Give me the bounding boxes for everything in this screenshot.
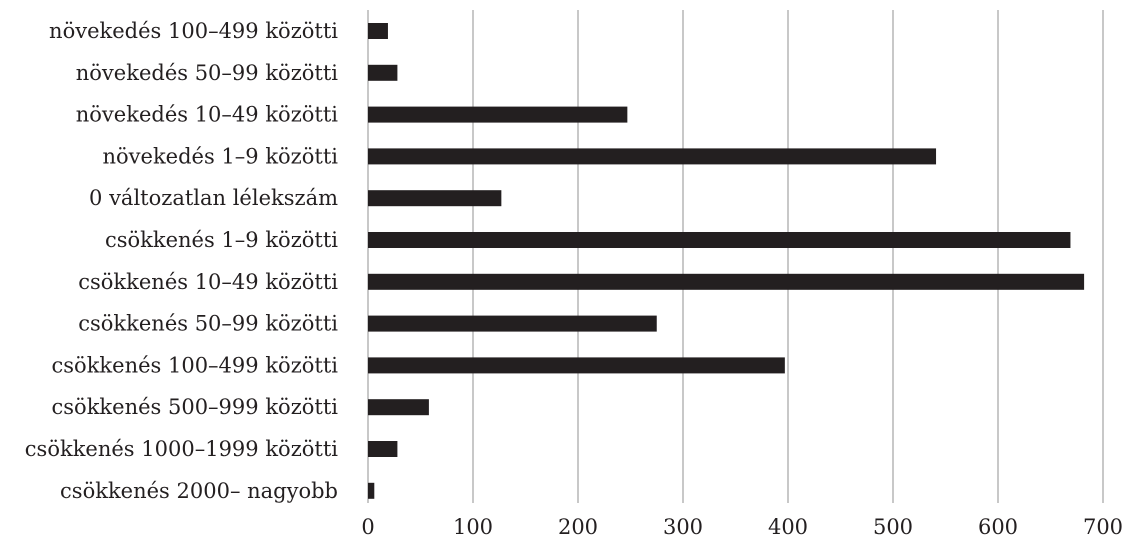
category-label: csökkenés 1–9 közötti xyxy=(105,228,338,252)
category-label: növekedés 10–49 közötti xyxy=(76,103,339,127)
bars xyxy=(368,23,1085,499)
x-tick-label: 0 xyxy=(361,515,374,539)
bar xyxy=(368,482,375,499)
x-tick-label: 200 xyxy=(558,515,598,539)
bar xyxy=(368,64,398,81)
category-label: csökkenés 50–99 közötti xyxy=(78,312,338,336)
category-label: csökkenés 1000–1999 közötti xyxy=(25,437,338,461)
x-tick-label: 300 xyxy=(663,515,703,539)
x-tick-label: 500 xyxy=(873,515,913,539)
x-tick-label: 600 xyxy=(978,515,1018,539)
x-tick-label: 400 xyxy=(768,515,808,539)
bar xyxy=(368,357,785,374)
category-label: növekedés 1–9 közötti xyxy=(102,144,338,168)
bar xyxy=(368,23,388,39)
category-label: 0 változatlan lélekszám xyxy=(89,186,338,210)
x-axis-tick-labels: 0 100 200 300 400 500 600 700 xyxy=(361,515,1123,539)
category-label: növekedés 100–499 közötti xyxy=(49,19,338,43)
category-label: csökkenés 500–999 közötti xyxy=(52,395,339,419)
category-labels: növekedés 100–499 közötti növekedés 50–99… xyxy=(25,19,338,503)
bar xyxy=(368,148,937,165)
bar xyxy=(368,441,398,457)
bar xyxy=(368,190,502,207)
bar xyxy=(368,315,657,332)
category-label: csökkenés 10–49 közötti xyxy=(78,270,338,294)
bar xyxy=(368,232,1071,248)
category-label: csökkenés 100–499 közötti xyxy=(52,353,339,377)
bar xyxy=(368,273,1085,290)
x-tick-label: 700 xyxy=(1083,515,1123,539)
category-label: csökkenés 2000– nagyobb xyxy=(60,479,338,503)
x-tick-label: 100 xyxy=(453,515,493,539)
category-label: növekedés 50–99 közötti xyxy=(76,61,339,85)
bar xyxy=(368,399,429,416)
gridlines xyxy=(367,10,1104,503)
bar xyxy=(368,106,628,123)
